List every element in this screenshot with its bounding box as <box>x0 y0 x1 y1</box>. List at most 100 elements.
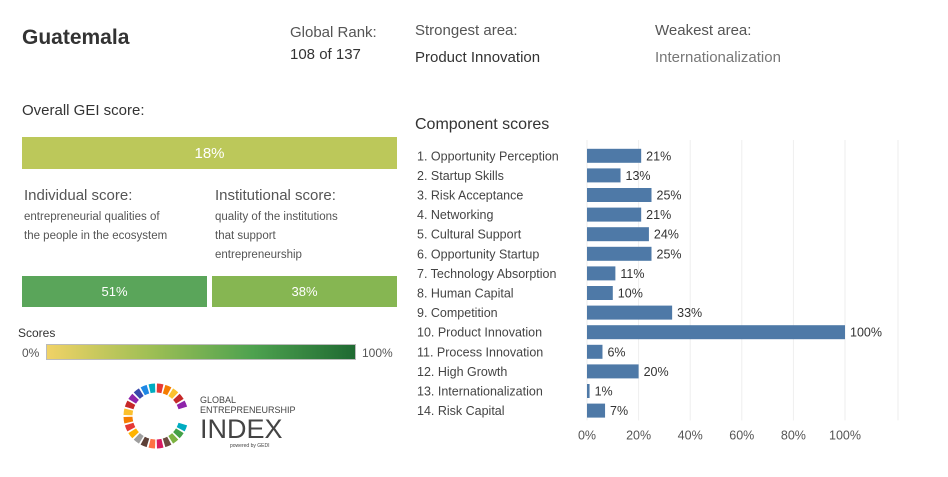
component-scores-chart: 1. Opportunity Perception 21% 2. Startup S… <box>417 140 899 442</box>
component-bar <box>587 364 639 379</box>
logo-text-line2: ENTREPRENEURSHIP <box>200 405 296 415</box>
component-bar <box>587 246 652 261</box>
logo-text-line4: powered by GEDI <box>230 443 269 449</box>
x-tick-label: 60% <box>729 428 754 442</box>
country-title: Guatemala <box>22 26 130 49</box>
logo-ring-segment <box>176 422 188 432</box>
individual-score-value: 51% <box>101 284 128 299</box>
category-label: 14. Risk Capital <box>417 404 505 418</box>
scores-legend-title: Scores <box>18 326 56 340</box>
component-bar <box>587 305 673 320</box>
institutional-desc-line: that support <box>215 230 276 242</box>
scores-legend-max: 100% <box>362 346 393 360</box>
category-label: 6. Opportunity Startup <box>417 247 539 261</box>
logo-ring-segment <box>128 393 139 404</box>
overall-score-label: Overall GEI score: <box>22 102 145 119</box>
logo-ring-segment <box>168 388 179 399</box>
x-tick-label: 20% <box>626 428 651 442</box>
category-label: 4. Networking <box>417 208 493 222</box>
category-label: 5. Cultural Support <box>417 228 522 242</box>
strongest-area-label: Strongest area: <box>415 22 518 39</box>
category-label: 3. Risk Acceptance <box>417 189 523 203</box>
component-bar <box>587 403 606 418</box>
x-tick-label: 40% <box>678 428 703 442</box>
category-label: 2. Startup Skills <box>417 169 504 183</box>
individual-score-title: Individual score: <box>24 187 133 204</box>
logo-ring-icon <box>123 383 188 449</box>
component-bar <box>587 325 845 340</box>
value-label: 20% <box>644 365 669 379</box>
category-label: 12. High Growth <box>417 365 507 379</box>
component-bar <box>587 344 603 359</box>
individual-desc-line: the people in the ecosystem <box>24 230 168 242</box>
x-tick-label: 0% <box>578 428 596 442</box>
value-label: 21% <box>646 149 671 163</box>
logo-ring-segment <box>124 422 136 432</box>
logo-ring-segment <box>176 400 188 410</box>
institutional-score-title: Institutional score: <box>215 187 336 204</box>
value-label: 13% <box>626 169 651 183</box>
logo-ring-segment <box>124 400 136 410</box>
institutional-score-value: 38% <box>291 284 318 299</box>
value-label: 25% <box>657 247 682 261</box>
institutional-score-description: quality of the institutions that support… <box>215 208 338 265</box>
logo-text-line3: INDEX <box>200 414 283 444</box>
institutional-score-bar: 38% <box>212 276 397 307</box>
gei-logo: GLOBAL ENTREPRENEURSHIP INDEX powered by… <box>123 383 296 449</box>
component-bar <box>587 188 652 202</box>
logo-ring-segment <box>162 436 172 448</box>
x-tick-label: 100% <box>829 428 861 442</box>
logo-ring-segment <box>173 393 184 404</box>
logo-ring-segment <box>128 428 139 439</box>
component-bar <box>587 286 613 300</box>
category-label: 13. Internationalization <box>417 385 543 399</box>
logo-ring-segment <box>133 388 144 399</box>
strongest-area-value: Product Innovation <box>415 49 541 66</box>
logo-text-line1: GLOBAL <box>200 395 236 405</box>
component-bar <box>587 207 642 222</box>
global-rank-value: 108 of 137 <box>290 46 361 63</box>
value-label: 10% <box>618 287 643 301</box>
component-scores-title: Component scores <box>415 116 550 133</box>
category-label: 11. Process Innovation <box>417 345 543 359</box>
value-label: 1% <box>595 385 613 399</box>
logo-ring-segment <box>156 383 164 394</box>
logo-ring-segment <box>140 436 150 448</box>
category-label: 7. Technology Absorption <box>417 267 557 281</box>
logo-ring-segment <box>123 416 134 424</box>
category-label: 8. Human Capital <box>417 287 514 301</box>
scores-gradient-bar <box>46 344 356 360</box>
individual-score-bar: 51% <box>22 276 207 307</box>
value-label: 7% <box>610 404 628 418</box>
category-label: 9. Competition <box>417 306 498 320</box>
logo-ring-segment <box>168 433 179 444</box>
logo-ring-segment <box>133 433 144 444</box>
value-label: 11% <box>620 267 644 281</box>
component-bar <box>587 148 642 163</box>
global-rank-label: Global Rank: <box>290 24 377 41</box>
value-label: 33% <box>677 306 702 320</box>
category-label: 1. Opportunity Perception <box>417 149 559 163</box>
component-bar <box>587 168 621 183</box>
component-bar <box>587 227 649 242</box>
logo-ring-segment <box>123 408 134 416</box>
value-label: 21% <box>646 208 671 222</box>
category-label: 10. Product Innovation <box>417 326 542 340</box>
institutional-desc-line: quality of the institutions <box>215 211 338 223</box>
logo-ring-segment <box>162 384 172 396</box>
logo-ring-segment <box>148 438 156 449</box>
logo-ring-segment <box>156 438 164 449</box>
component-bar <box>587 384 590 398</box>
value-label: 100% <box>850 326 882 340</box>
logo-ring-segment <box>148 383 156 394</box>
x-tick-label: 80% <box>781 428 806 442</box>
value-label: 6% <box>607 345 625 359</box>
value-label: 24% <box>654 228 679 242</box>
individual-score-description: entrepreneurial qualities of the people … <box>24 208 167 246</box>
weakest-area-value: Internationalization <box>655 49 781 66</box>
component-bar <box>587 266 616 281</box>
logo-ring-segment <box>140 384 150 396</box>
weakest-area-label: Weakest area: <box>655 22 752 39</box>
overall-score-bar: 18% <box>22 137 397 169</box>
overall-score-value: 18% <box>194 144 225 162</box>
